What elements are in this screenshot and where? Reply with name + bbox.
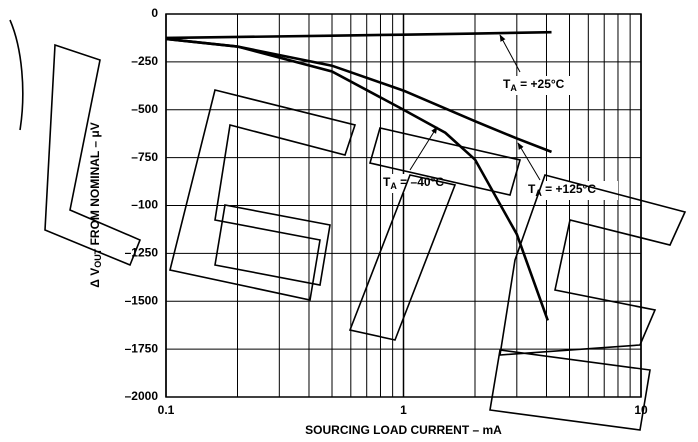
y-label-text: FROM NOMINAL – μV — [88, 122, 102, 248]
y-tick-label: –2000 — [125, 389, 159, 403]
series-line — [166, 32, 552, 38]
y-tick-label: –1750 — [125, 341, 159, 355]
x-axis-label: SOURCING LOAD CURRENT – mA — [305, 423, 502, 437]
y-label-text: Δ V — [88, 268, 102, 288]
x-tick-label: 0.1 — [158, 403, 175, 417]
y-tick-label: –1500 — [125, 293, 159, 307]
annotation-arrow — [410, 127, 437, 170]
chart: 0.1 1 10 0 –250 –500 –750 –100 –1250 –1500 –1750 –2… — [0, 0, 698, 442]
series-label-text: = +25°C — [517, 77, 565, 91]
series-label-text: = +125°C — [542, 182, 597, 196]
series-line — [166, 39, 548, 321]
y-tick-label: –500 — [131, 102, 158, 116]
annotation-arrow — [518, 143, 540, 180]
y-tick-label: 0 — [151, 6, 158, 20]
y-tick-label: –1250 — [125, 246, 159, 260]
series-line — [166, 39, 552, 152]
y-axis-label: Δ VOUT FROM NOMINAL – μV — [88, 122, 103, 287]
y-tick-label: –250 — [131, 54, 158, 68]
x-tick-label: 1 — [400, 403, 407, 417]
x-tick-label: 10 — [634, 403, 648, 417]
y-tick-label: –100 — [131, 198, 158, 212]
y-tick-label: –750 — [131, 150, 158, 164]
